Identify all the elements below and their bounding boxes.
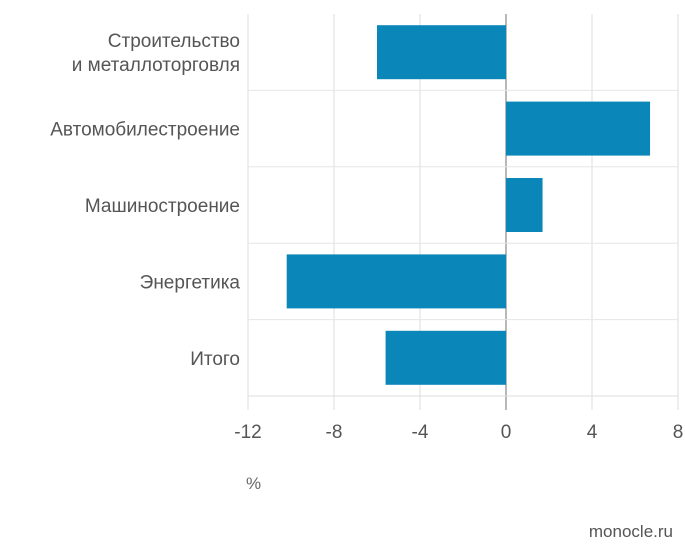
gridlines	[247, 14, 679, 410]
category-label: Итого	[190, 349, 240, 370]
x-tick-label: -8	[326, 422, 343, 443]
x-tick-label: 4	[587, 422, 598, 443]
category-label: Машиностроение	[85, 196, 240, 217]
x-tick-label: 8	[673, 422, 684, 443]
bar	[286, 254, 506, 309]
source-label: monocle.ru	[588, 522, 673, 541]
x-tick-label: 0	[501, 422, 512, 443]
category-labels: Строительство и металлоторговля Автомобиле…	[50, 31, 240, 370]
bar	[506, 178, 543, 232]
x-axis-unit-label: %	[246, 474, 262, 493]
x-tick-label: -12	[234, 422, 261, 443]
x-tick-label: -4	[412, 422, 429, 443]
category-label: Строительство и металлоторговля	[72, 31, 240, 76]
tick-labels: -12 -8 -4 0 4 8	[234, 422, 683, 443]
bar	[506, 101, 651, 156]
bar	[385, 330, 506, 385]
bar	[377, 25, 506, 80]
category-label: Энергетика	[140, 272, 241, 293]
bars	[286, 25, 651, 385]
category-label: Автомобилестроение	[50, 120, 240, 141]
